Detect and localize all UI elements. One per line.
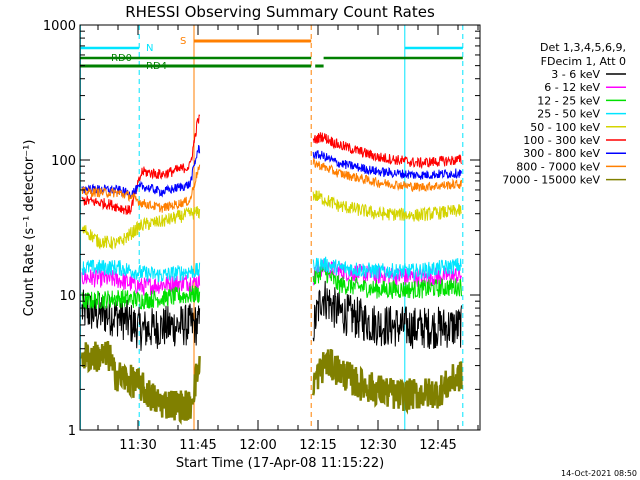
flag-label-rd0: RD0 (111, 53, 132, 64)
flag-label-s: S (180, 36, 186, 47)
x-tick-label: 12:30 (359, 438, 396, 453)
series-line (312, 262, 462, 299)
x-tick-label: 12:45 (419, 438, 456, 453)
legend: Det 1,3,4,5,6,9,FDecim 1, Att 03 - 6 keV… (502, 41, 626, 187)
legend-label: 7000 - 15000 keV (502, 174, 600, 187)
legend-label: 300 - 800 keV (523, 147, 600, 160)
x-tick-label: 11:45 (179, 438, 216, 453)
series-line (311, 349, 463, 415)
series-lines (80, 114, 463, 426)
chart-title: RHESSI Observing Summary Count Rates (125, 3, 435, 21)
series-line (312, 150, 462, 180)
series-line (81, 206, 201, 250)
series-line (312, 256, 462, 281)
y-axis-label: Count Rate (s⁻¹ detector⁻¹) (22, 140, 37, 317)
series-line (312, 132, 462, 170)
flag-label-rd4: RD4 (146, 61, 167, 72)
series-line (312, 156, 462, 193)
axes: 1 10 100 1000 11:30 11:45 12:00 12:15 12:30 12:45 (43, 19, 481, 453)
flag-label-n: N (146, 43, 153, 54)
legend-label: 50 - 100 keV (530, 121, 600, 134)
legend-label: 6 - 12 keV (544, 81, 600, 94)
legend-header-line: FDecim 1, Att 0 (541, 55, 626, 68)
legend-label: 25 - 50 keV (537, 108, 600, 121)
footer-timestamp: 14-Oct-2021 08:50 (561, 469, 637, 478)
series-line (81, 268, 201, 296)
legend-header-line: Det 1,3,4,5,6,9, (540, 41, 626, 54)
legend-label: 800 - 7000 keV (516, 160, 600, 173)
series-line (81, 259, 201, 283)
series-line (81, 144, 201, 199)
series-line (81, 285, 201, 310)
series-line (312, 190, 462, 222)
y-tick-label: 1 (68, 424, 76, 439)
plot-frame (79, 24, 481, 431)
series-line (80, 340, 201, 426)
legend-label: 3 - 6 keV (551, 68, 600, 81)
x-tick-label: 11:30 (119, 438, 156, 453)
x-tick-label: 12:15 (299, 438, 336, 453)
legend-label: 12 - 25 keV (537, 94, 600, 107)
flag-bars: N S RD0 RD4 (79, 25, 464, 430)
series-line (312, 258, 462, 287)
series-line (81, 289, 201, 351)
y-tick-label: 10 (59, 289, 76, 304)
x-tick-label: 12:00 (239, 438, 276, 453)
y-tick-label: 1000 (43, 19, 76, 34)
series-line (312, 280, 462, 350)
series-line (81, 114, 201, 215)
series-line (81, 164, 201, 213)
x-axis-label: Start Time (17-Apr-08 11:15:22) (176, 456, 384, 471)
y-tick-label: 100 (51, 154, 76, 169)
legend-label: 100 - 300 keV (523, 134, 600, 147)
